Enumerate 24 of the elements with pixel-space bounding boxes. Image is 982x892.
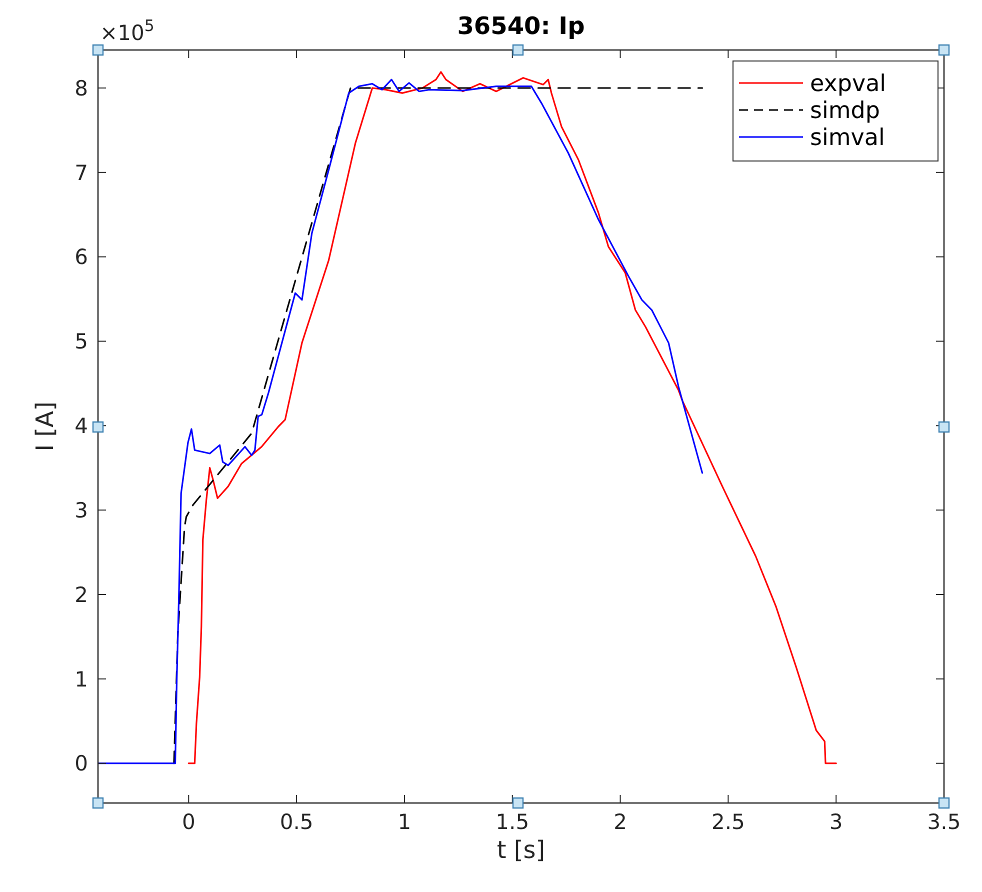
x-tick-label: 3.5 [927, 810, 961, 834]
x-tick-label: 2.5 [711, 810, 745, 834]
y-tick-label: 7 [74, 160, 88, 185]
y-tick-label: 3 [74, 498, 88, 522]
x-tick-label: 2 [614, 810, 627, 834]
y-tick-label: 2 [74, 582, 88, 607]
x-tick-label: 0 [182, 810, 196, 834]
x-tick-label: 0.5 [280, 810, 314, 834]
x-tick-label: 1 [398, 810, 412, 834]
y-axis-title: I [A] [31, 402, 59, 452]
legend-label: simval [810, 125, 885, 152]
x-tick-label: 1.5 [496, 810, 530, 834]
y-tick-label: 1 [74, 667, 88, 692]
x-axis-title: t [s] [496, 836, 546, 864]
y-tick-label: 5 [74, 330, 88, 354]
legend-label: simdp [810, 98, 880, 124]
legend-label: expval [810, 71, 886, 98]
y-tick-label: 6 [74, 245, 88, 270]
text: ×10$^{5}$ [100, 16, 154, 45]
x-tick-label: 3 [829, 810, 843, 834]
y-tick-label: 4 [74, 414, 88, 438]
chart-title: 36540: Ip [457, 12, 585, 40]
y-tick-label: 8 [74, 76, 88, 100]
y-tick-label: 0 [74, 752, 88, 776]
